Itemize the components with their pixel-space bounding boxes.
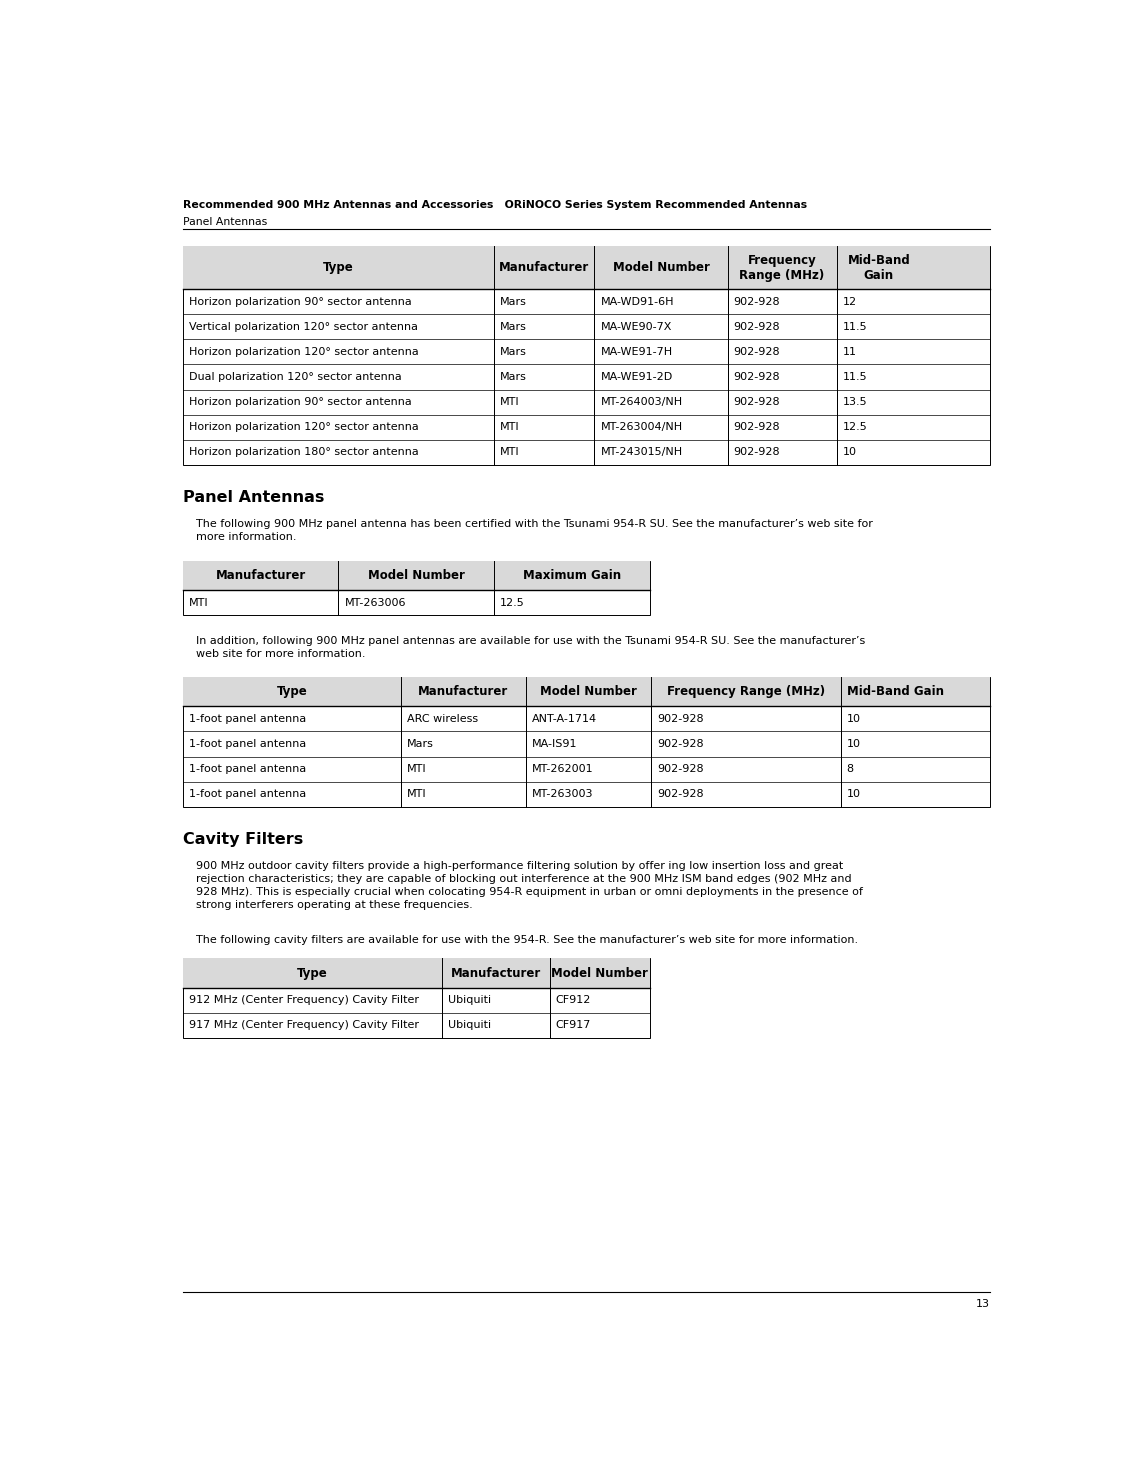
Text: Manufacturer: Manufacturer [215, 568, 305, 582]
Text: 13: 13 [976, 1299, 990, 1308]
Text: 1-foot panel antenna: 1-foot panel antenna [189, 713, 307, 724]
Bar [183, 246, 990, 465]
Text: MT-262001: MT-262001 [532, 764, 594, 774]
Text: MT-243015/NH: MT-243015/NH [601, 447, 683, 457]
Text: Cavity Filters: Cavity Filters [183, 832, 303, 847]
Text: 902-928: 902-928 [734, 297, 780, 306]
Text: Mars: Mars [499, 297, 526, 306]
Text: Model Number: Model Number [551, 966, 648, 980]
Text: Ubiquiti: Ubiquiti [449, 996, 491, 1005]
Text: 11.5: 11.5 [843, 321, 868, 332]
Text: 10: 10 [846, 789, 861, 799]
Text: ANT-A-1714: ANT-A-1714 [532, 713, 597, 724]
Text: MTI: MTI [407, 789, 426, 799]
Text: MA-WE90-7X: MA-WE90-7X [601, 321, 672, 332]
Text: 902-928: 902-928 [734, 422, 780, 432]
Text: MTI: MTI [499, 447, 520, 457]
Text: Recommended 900 MHz Antennas and Accessories   ORiNOCO Series System Recommended: Recommended 900 MHz Antennas and Accesso… [183, 200, 807, 210]
Text: 902-928: 902-928 [657, 764, 703, 774]
Text: MTI: MTI [189, 598, 208, 608]
Text: Vertical polarization 120° sector antenna: Vertical polarization 120° sector antenn… [189, 321, 418, 332]
Text: MA-WE91-2D: MA-WE91-2D [601, 371, 673, 382]
Text: Ubiquiti: Ubiquiti [449, 1021, 491, 1030]
Text: Manufacturer: Manufacturer [451, 966, 541, 980]
Bar [183, 958, 650, 987]
Text: CF917: CF917 [556, 1021, 591, 1030]
Text: Type: Type [298, 966, 328, 980]
Text: 10: 10 [846, 713, 861, 724]
Text: 900 MHz outdoor cavity filters provide a high-performance filtering solution by : 900 MHz outdoor cavity filters provide a… [196, 861, 863, 910]
Text: Horizon polarization 90° sector antenna: Horizon polarization 90° sector antenna [189, 297, 411, 306]
Text: 8: 8 [846, 764, 854, 774]
Text: MTI: MTI [499, 422, 520, 432]
Text: 902-928: 902-928 [657, 739, 703, 749]
Text: Mid-Band Gain: Mid-Band Gain [846, 685, 943, 699]
Text: MT-264003/NH: MT-264003/NH [601, 397, 683, 407]
Text: 13.5: 13.5 [843, 397, 868, 407]
Text: Horizon polarization 120° sector antenna: Horizon polarization 120° sector antenna [189, 422, 418, 432]
Bar [183, 561, 650, 616]
Text: 902-928: 902-928 [657, 713, 703, 724]
Text: Type: Type [322, 260, 354, 274]
Text: 902-928: 902-928 [657, 789, 703, 799]
Text: MA-IS91: MA-IS91 [532, 739, 577, 749]
Text: In addition, following 900 MHz panel antennas are available for use with the Tsu: In addition, following 900 MHz panel ant… [196, 636, 866, 659]
Text: ARC wireless: ARC wireless [407, 713, 478, 724]
Text: 917 MHz (Center Frequency) Cavity Filter: 917 MHz (Center Frequency) Cavity Filter [189, 1021, 419, 1030]
Text: MT-263004/NH: MT-263004/NH [601, 422, 683, 432]
Text: 11: 11 [843, 346, 857, 357]
Text: 902-928: 902-928 [734, 321, 780, 332]
Text: 902-928: 902-928 [734, 447, 780, 457]
Bar [183, 246, 990, 289]
Text: 1-foot panel antenna: 1-foot panel antenna [189, 739, 307, 749]
Text: The following 900 MHz panel antenna has been certified with the Tsunami 954-R SU: The following 900 MHz panel antenna has … [196, 519, 872, 542]
Text: 11.5: 11.5 [843, 371, 868, 382]
Text: Mars: Mars [407, 739, 434, 749]
Text: Frequency
Range (MHz): Frequency Range (MHz) [739, 253, 825, 281]
Text: Horizon polarization 180° sector antenna: Horizon polarization 180° sector antenna [189, 447, 418, 457]
Text: MT-263003: MT-263003 [532, 789, 594, 799]
Text: 902-928: 902-928 [734, 346, 780, 357]
Text: MTI: MTI [407, 764, 426, 774]
Text: MT-263006: MT-263006 [345, 598, 406, 608]
Text: Mid-Band
Gain: Mid-Band Gain [848, 253, 911, 281]
Bar [183, 676, 990, 706]
Text: 12.5: 12.5 [843, 422, 868, 432]
Text: 12: 12 [843, 297, 857, 306]
Text: The following cavity filters are available for use with the 954-R. See the manuf: The following cavity filters are availab… [196, 935, 858, 946]
Text: Manufacturer: Manufacturer [499, 260, 589, 274]
Text: Type: Type [276, 685, 308, 699]
Text: 10: 10 [843, 447, 857, 457]
Text: CF912: CF912 [556, 996, 591, 1005]
Text: Manufacturer: Manufacturer [418, 685, 508, 699]
Text: 912 MHz (Center Frequency) Cavity Filter: 912 MHz (Center Frequency) Cavity Filter [189, 996, 419, 1005]
Text: 1-foot panel antenna: 1-foot panel antenna [189, 789, 307, 799]
Text: Model Number: Model Number [613, 260, 709, 274]
Text: Model Number: Model Number [540, 685, 637, 699]
Text: 1-foot panel antenna: 1-foot panel antenna [189, 764, 307, 774]
Text: MA-WD91-6H: MA-WD91-6H [601, 297, 674, 306]
Text: 12.5: 12.5 [500, 598, 525, 608]
Text: 10: 10 [846, 739, 861, 749]
Text: Frequency Range (MHz): Frequency Range (MHz) [667, 685, 825, 699]
Bar [183, 561, 650, 591]
Text: Panel Antennas: Panel Antennas [183, 490, 325, 505]
Text: Mars: Mars [499, 346, 526, 357]
Text: 902-928: 902-928 [734, 371, 780, 382]
Text: 902-928: 902-928 [734, 397, 780, 407]
Text: Model Number: Model Number [367, 568, 464, 582]
Text: MA-WE91-7H: MA-WE91-7H [601, 346, 673, 357]
Text: Mars: Mars [499, 371, 526, 382]
Text: Horizon polarization 120° sector antenna: Horizon polarization 120° sector antenna [189, 346, 418, 357]
Text: Maximum Gain: Maximum Gain [523, 568, 621, 582]
Text: Panel Antennas: Panel Antennas [183, 218, 267, 228]
Text: Mars: Mars [499, 321, 526, 332]
Text: Horizon polarization 90° sector antenna: Horizon polarization 90° sector antenna [189, 397, 411, 407]
Bar [183, 676, 990, 807]
Bar [183, 958, 650, 1037]
Text: Dual polarization 120° sector antenna: Dual polarization 120° sector antenna [189, 371, 401, 382]
Text: MTI: MTI [499, 397, 520, 407]
